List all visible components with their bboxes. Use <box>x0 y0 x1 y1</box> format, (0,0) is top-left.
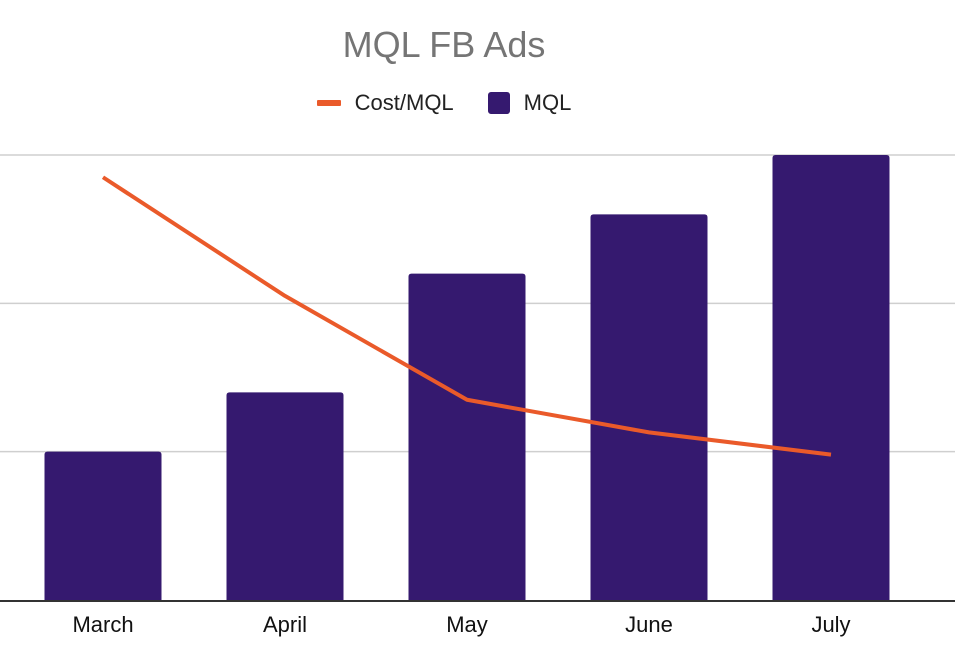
bar-mql-july <box>772 155 890 600</box>
x-tick-label: July <box>811 612 850 637</box>
x-tick-label: April <box>263 612 307 637</box>
bar-mql-march <box>44 451 162 600</box>
legend-label-mql: MQL <box>523 90 572 115</box>
x-tick-label: May <box>446 612 488 637</box>
legend-box-swatch <box>487 92 510 114</box>
legend-item-cost-mql: Cost/MQL <box>316 90 454 116</box>
bar-layer <box>44 155 890 601</box>
legend-label-cost-mql: Cost/MQL <box>354 90 454 115</box>
bar-mql-april <box>226 392 344 600</box>
bar-mql-june <box>590 214 708 601</box>
x-tick-labels: March April May June July <box>72 612 850 637</box>
x-tick-label: June <box>625 612 673 637</box>
chart-title: MQL FB Ads <box>342 24 546 65</box>
x-tick-label: March <box>72 612 133 637</box>
legend-item-mql: MQL <box>487 90 572 116</box>
legend-line-swatch <box>316 100 341 106</box>
line-cost-mql <box>101 175 832 457</box>
line-layer <box>101 175 832 457</box>
chart-legend: Cost/MQL MQL <box>0 90 888 116</box>
bar-mql-may <box>408 273 526 600</box>
